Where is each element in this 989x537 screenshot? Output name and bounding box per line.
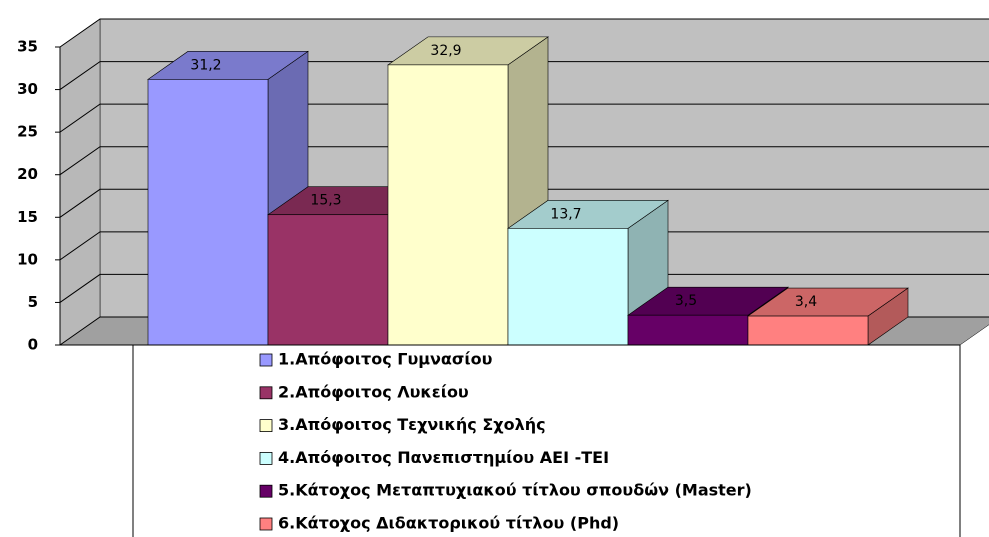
legend-swatch xyxy=(259,451,273,465)
value-label: 3,4 xyxy=(795,294,817,310)
legend-label: 6.Κάτοχος Διδακτορικού τίτλου (Phd) xyxy=(278,514,619,533)
bar xyxy=(387,64,509,346)
side-wall xyxy=(59,18,101,346)
grid-line xyxy=(59,146,989,176)
y-tick-label: 25 xyxy=(17,123,38,141)
legend-label: 1.Απόφοιτος Γυμνασίου xyxy=(278,350,493,369)
bar xyxy=(627,314,749,346)
bar xyxy=(747,315,869,346)
legend-label: 5.Κάτοχος Μεταπτυχιακού τίτλου σπουδών (… xyxy=(278,481,752,500)
grid-line xyxy=(59,188,989,218)
grid-line xyxy=(59,61,989,90)
value-label: 3,5 xyxy=(675,293,697,309)
bar xyxy=(507,228,629,346)
legend-swatch xyxy=(259,484,273,498)
grid-line xyxy=(59,18,989,48)
legend-swatch xyxy=(259,419,273,433)
legend-box xyxy=(132,344,961,537)
legend-swatch xyxy=(259,386,273,400)
grid-line xyxy=(59,231,989,261)
legend-swatch xyxy=(259,353,273,367)
y-tick-label: 30 xyxy=(17,80,38,98)
grid-line xyxy=(59,273,989,303)
y-tick-label: 35 xyxy=(17,38,38,56)
value-label: 31,2 xyxy=(190,57,221,73)
y-tick-label: 20 xyxy=(17,165,38,183)
legend-label: 2.Απόφοιτος Λυκείου xyxy=(278,382,469,401)
y-tick-label: 0 xyxy=(28,336,38,354)
grid-line xyxy=(59,103,989,133)
value-label: 13,7 xyxy=(550,206,581,222)
y-tick-label: 5 xyxy=(28,293,38,311)
value-label: 32,9 xyxy=(430,43,461,59)
legend-swatch xyxy=(259,517,273,531)
legend-label: 3.Απόφοιτος Τεχνικής Σχολής xyxy=(278,415,546,434)
bar xyxy=(147,79,269,346)
bar xyxy=(267,214,389,346)
legend-label: 4.Απόφοιτος Πανεπιστημίου ΑΕΙ -ΤΕΙ xyxy=(278,448,609,467)
y-tick-label: 15 xyxy=(17,208,38,226)
value-label: 15,3 xyxy=(310,193,341,209)
y-tick-label: 10 xyxy=(17,250,38,268)
